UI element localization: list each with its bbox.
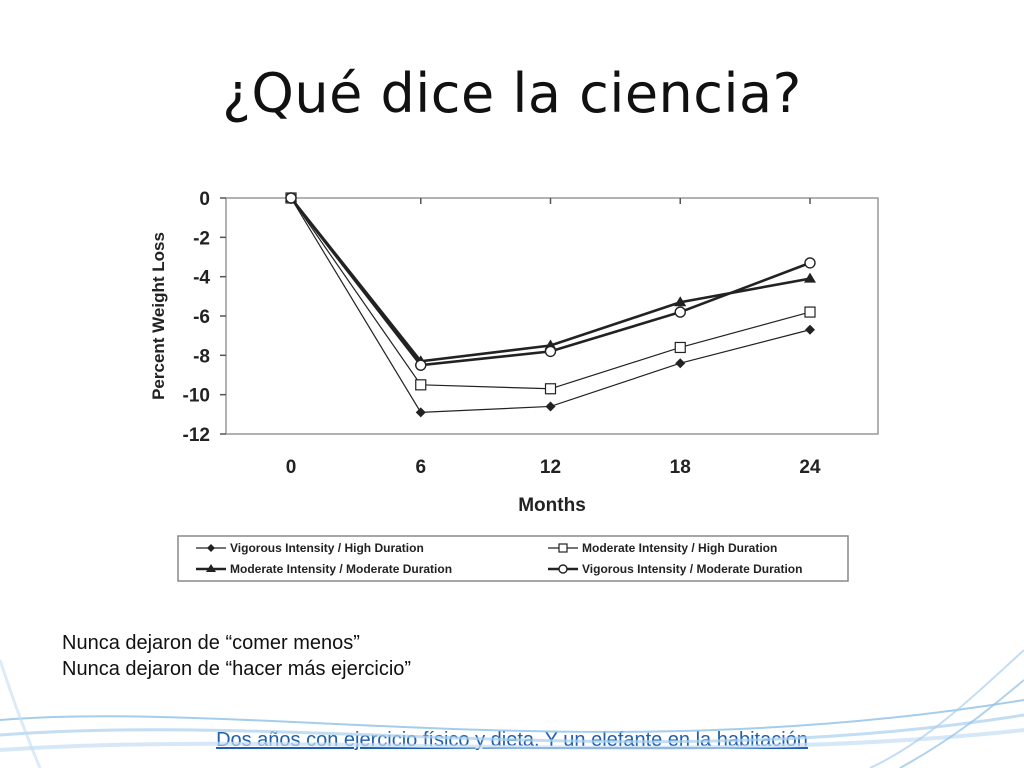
y-tick-label: -6 bbox=[193, 307, 210, 328]
legend-item: Vigorous Intensity / High Duration bbox=[196, 541, 424, 555]
series-3 bbox=[285, 192, 816, 371]
weight-loss-chart: 0 -2 -4 -6 -8 -10 -12 0 6 12 18 24 Percent Weight … bbox=[149, 189, 879, 582]
data-point bbox=[804, 257, 816, 269]
series-2 bbox=[285, 192, 816, 366]
series-lines bbox=[285, 192, 816, 418]
data-point bbox=[545, 401, 556, 412]
data-point bbox=[674, 306, 686, 318]
data-point bbox=[804, 272, 816, 283]
footer-link-container: Dos años con ejercicio físico y dieta. Y… bbox=[0, 729, 1024, 752]
y-axis-label: Percent Weight Loss bbox=[149, 232, 168, 400]
data-point bbox=[674, 296, 687, 307]
data-point bbox=[804, 306, 816, 318]
data-point bbox=[544, 383, 557, 395]
data-point bbox=[558, 564, 568, 574]
legend-label: Moderate Intensity / High Duration bbox=[582, 541, 777, 555]
legend-label: Vigorous Intensity / High Duration bbox=[230, 541, 424, 555]
x-tick-label: 0 bbox=[286, 457, 297, 478]
data-point bbox=[207, 544, 215, 552]
x-tick-label: 6 bbox=[415, 457, 426, 478]
plot-frame bbox=[225, 197, 879, 435]
x-tick-label: 24 bbox=[799, 457, 821, 478]
legend-item: Moderate Intensity / High Duration bbox=[548, 541, 777, 555]
series-line bbox=[290, 197, 811, 413]
note-eat-less: Nunca dejaron de “comer menos” bbox=[62, 632, 360, 654]
y-tick-label: 0 bbox=[199, 189, 210, 210]
data-point bbox=[674, 341, 686, 354]
y-tick-label: -12 bbox=[183, 425, 210, 446]
data-point bbox=[415, 379, 427, 391]
data-point bbox=[805, 324, 815, 335]
data-point bbox=[675, 358, 686, 369]
slide-title: ¿Qué dice la ciencia? bbox=[222, 62, 802, 125]
data-point bbox=[285, 192, 297, 204]
x-tick-label: 12 bbox=[540, 457, 561, 478]
legend-label: Moderate Intensity / Moderate Duration bbox=[230, 562, 452, 576]
y-tick-label: -4 bbox=[193, 268, 210, 289]
y-axis-ticks: 0 -2 -4 -6 -8 -10 -12 bbox=[183, 189, 226, 446]
y-tick-label: -8 bbox=[193, 346, 210, 367]
series-line bbox=[289, 197, 811, 363]
y-tick-label: -10 bbox=[183, 386, 210, 407]
data-point bbox=[415, 407, 426, 418]
article-link[interactable]: Dos años con ejercicio físico y dieta. Y… bbox=[216, 729, 808, 751]
data-point bbox=[206, 564, 216, 572]
data-point bbox=[558, 543, 568, 553]
x-axis-label: Months bbox=[518, 495, 586, 516]
legend-box bbox=[177, 535, 849, 582]
data-point bbox=[544, 345, 557, 358]
x-tick-label: 18 bbox=[670, 457, 691, 478]
notes: Nunca dejaron de “comer menos” Nunca dej… bbox=[62, 630, 411, 682]
legend-item: Moderate Intensity / Moderate Duration bbox=[196, 562, 452, 576]
legend: Vigorous Intensity / High Duration Modera… bbox=[196, 541, 802, 576]
legend-label: Vigorous Intensity / Moderate Duration bbox=[582, 562, 802, 576]
note-exercise-more: Nunca dejaron de “hacer más ejercicio” bbox=[62, 658, 412, 680]
legend-item: Vigorous Intensity / Moderate Duration bbox=[548, 562, 802, 576]
data-point bbox=[415, 359, 427, 371]
x-axis-ticks: 0 6 12 18 24 bbox=[286, 198, 821, 478]
y-tick-label: -2 bbox=[193, 228, 210, 249]
